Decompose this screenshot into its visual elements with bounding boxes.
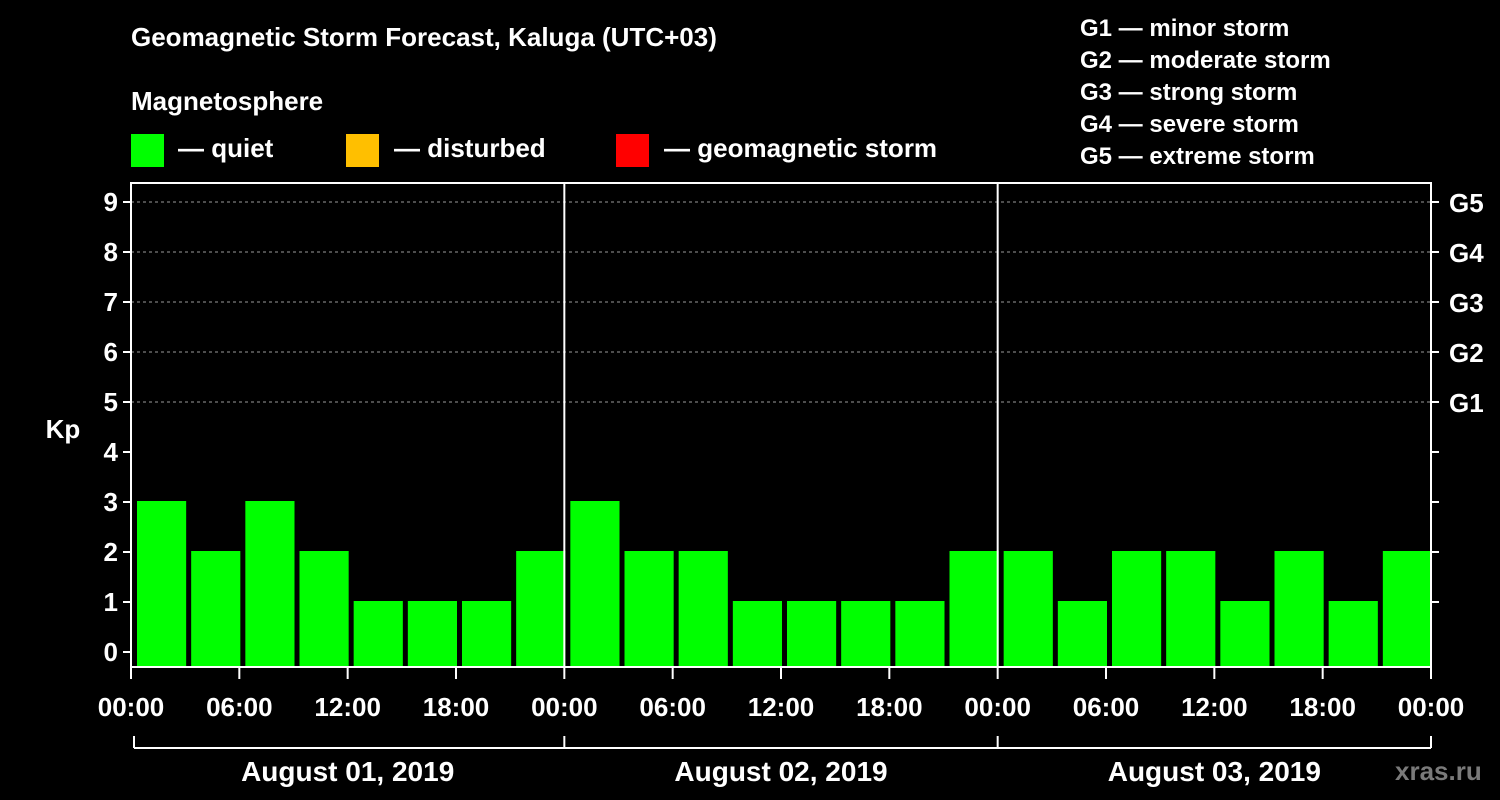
chart-title: Geomagnetic Storm Forecast, Kaluga (UTC+…	[131, 22, 717, 52]
kp-bar	[895, 601, 945, 667]
x-tick-label: 00:00	[531, 692, 598, 722]
kp-bar	[407, 601, 457, 667]
kp-bar	[1112, 551, 1162, 667]
kp-bar	[732, 601, 782, 667]
storm-scale-g2: G2 — moderate storm	[1080, 47, 1331, 74]
x-tick-label: 18:00	[423, 692, 490, 722]
y-tick-label: 4	[104, 437, 119, 467]
g-level-label: G2	[1449, 338, 1484, 368]
y-tick-label: 2	[104, 537, 118, 567]
y-tick-label: 7	[104, 287, 118, 317]
g-level-label: G1	[1449, 388, 1484, 418]
x-tick-label: 00:00	[98, 692, 165, 722]
kp-bar	[678, 551, 728, 667]
x-tick-label: 12:00	[1181, 692, 1248, 722]
kp-bar	[137, 501, 187, 667]
kp-bar	[841, 601, 891, 667]
g-level-label: G3	[1449, 288, 1484, 318]
kp-bar	[949, 551, 999, 667]
y-tick-label: 9	[104, 187, 118, 217]
kp-bar	[624, 551, 674, 667]
x-tick-label: 06:00	[639, 692, 706, 722]
kp-bar	[1166, 551, 1216, 667]
kp-bar	[1328, 601, 1378, 667]
y-tick-label: 1	[104, 587, 118, 617]
kp-bar	[299, 551, 349, 667]
g-level-label: G4	[1449, 238, 1484, 268]
x-tick-label: 18:00	[1289, 692, 1356, 722]
legend-label-disturbed: — disturbed	[394, 133, 546, 163]
y-tick-label: 8	[104, 237, 118, 267]
watermark: xras.ru	[1395, 756, 1482, 786]
kp-bar	[1382, 551, 1432, 667]
kp-bar	[570, 501, 620, 667]
g-level-label: G5	[1449, 188, 1484, 218]
y-tick-label: 3	[104, 487, 118, 517]
y-tick-label: 0	[104, 637, 118, 667]
storm-scale-g5: G5 — extreme storm	[1080, 143, 1315, 170]
x-tick-label: 00:00	[964, 692, 1031, 722]
day-label: August 03, 2019	[1108, 756, 1321, 787]
x-tick-label: 06:00	[206, 692, 273, 722]
day-label: August 02, 2019	[674, 756, 887, 787]
storm-scale-g3: G3 — strong storm	[1080, 79, 1298, 106]
x-tick-label: 00:00	[1398, 692, 1465, 722]
legend-swatch-quiet	[131, 134, 164, 167]
x-tick-label: 18:00	[856, 692, 923, 722]
kp-bar	[353, 601, 403, 667]
kp-bar	[191, 551, 241, 667]
x-tick-label: 12:00	[314, 692, 381, 722]
legend-title: Magnetosphere	[131, 86, 324, 116]
kp-bar	[1057, 601, 1107, 667]
kp-bar	[1220, 601, 1270, 667]
y-tick-label: 6	[104, 337, 118, 367]
storm-scale-g4: G4 — severe storm	[1080, 111, 1299, 138]
y-tick-label: 5	[104, 387, 118, 417]
y-axis-label: Kp	[46, 414, 81, 444]
legend-swatch-storm	[616, 134, 649, 167]
x-tick-label: 12:00	[748, 692, 815, 722]
x-tick-label: 06:00	[1073, 692, 1140, 722]
storm-scale-g1: G1 — minor storm	[1080, 15, 1290, 42]
kp-bar	[1003, 551, 1053, 667]
kp-bar	[516, 551, 566, 667]
day-label: August 01, 2019	[241, 756, 454, 787]
kp-bar	[462, 601, 512, 667]
kp-bar	[245, 501, 295, 667]
kp-bar	[787, 601, 837, 667]
legend-label-quiet: — quiet	[178, 133, 274, 163]
kp-bar	[1274, 551, 1324, 667]
legend-swatch-disturbed	[346, 134, 379, 167]
legend-label-storm: — geomagnetic storm	[664, 133, 938, 163]
